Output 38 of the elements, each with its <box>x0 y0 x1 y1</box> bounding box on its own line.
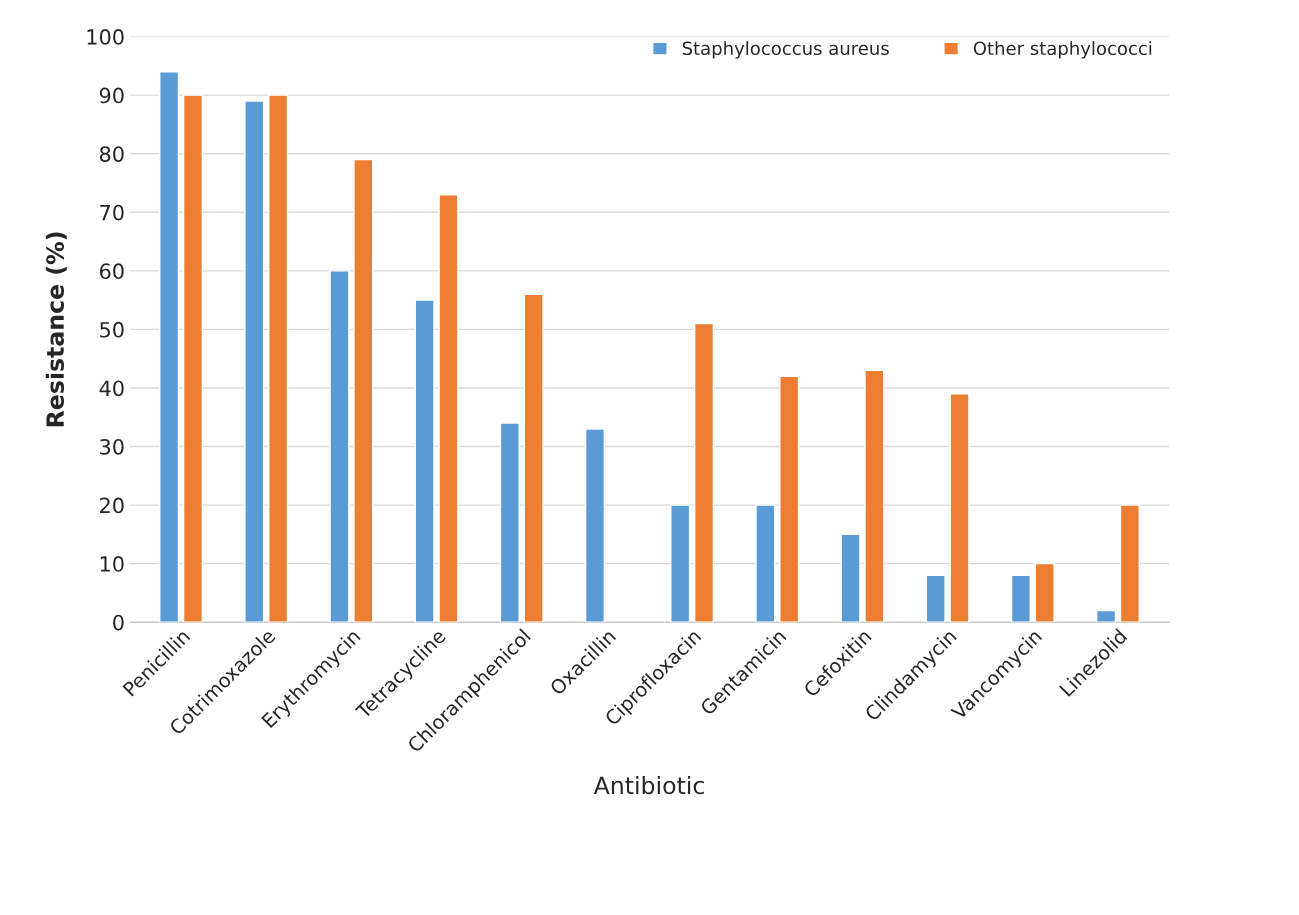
y-axis-title: Resistance (%) <box>45 232 67 427</box>
bar <box>1096 609 1117 623</box>
bar <box>1034 562 1055 623</box>
y-tick-label: 30 <box>100 438 124 455</box>
legend-label: Other staphylococci <box>973 41 1152 59</box>
bar <box>949 393 970 623</box>
bar <box>1010 574 1031 623</box>
bar <box>584 428 606 623</box>
bar <box>499 422 520 623</box>
bar <box>523 293 544 623</box>
bar <box>925 574 946 623</box>
bar <box>1119 504 1140 623</box>
bar <box>438 194 459 623</box>
bar <box>414 299 435 623</box>
bar <box>353 158 374 623</box>
y-tick-label: 80 <box>99 146 124 162</box>
y-tick-label: 20 <box>100 497 124 514</box>
bar <box>864 369 885 623</box>
bar <box>182 94 203 623</box>
bar <box>159 71 180 623</box>
legend-label: Staphylococcus aureus <box>682 41 889 59</box>
bar <box>693 322 715 623</box>
y-tick-label: 60 <box>99 263 124 280</box>
bar <box>329 270 350 623</box>
x-axis-title: Antibiotic <box>593 776 704 795</box>
y-tick-label: 90 <box>99 87 124 104</box>
y-tick-label: 70 <box>100 204 124 221</box>
bar <box>755 504 776 623</box>
y-tick-label: 10 <box>100 556 124 572</box>
bar <box>840 533 861 623</box>
bar <box>268 94 289 623</box>
y-tick-label: 50 <box>100 321 124 338</box>
y-tick-label: 0 <box>113 614 124 631</box>
bar <box>779 375 800 623</box>
y-tick-label: 100 <box>87 29 124 45</box>
bar <box>244 100 265 623</box>
bar <box>670 504 691 623</box>
y-tick-label: 40 <box>99 380 124 397</box>
